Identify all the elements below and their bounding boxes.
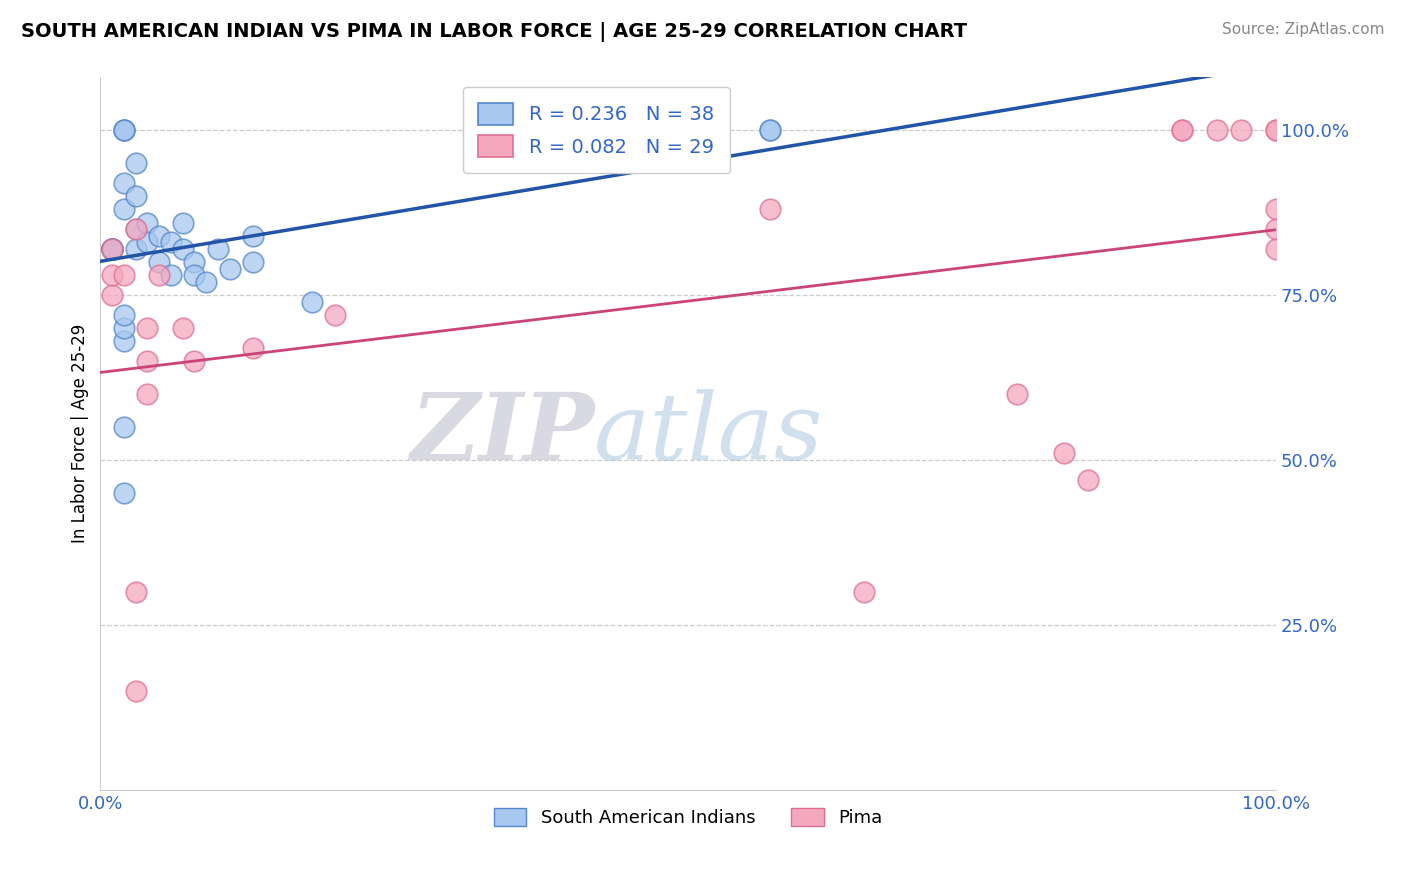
Point [101, 242, 124, 256]
Point [101, 242, 124, 256]
Point [195, 275, 218, 289]
Point [242, 341, 264, 355]
Point [218, 261, 240, 276]
Point [112, 321, 135, 335]
Point [136, 387, 159, 401]
Point [136, 216, 159, 230]
Point [124, 222, 146, 236]
Point [207, 242, 229, 256]
Point [1229, 123, 1251, 137]
Point [148, 268, 170, 283]
Point [101, 242, 124, 256]
Point [148, 255, 170, 269]
Point [172, 321, 194, 335]
Text: Source: ZipAtlas.com: Source: ZipAtlas.com [1222, 22, 1385, 37]
Point [124, 222, 146, 236]
Point [101, 288, 124, 302]
Point [1265, 222, 1288, 236]
Point [112, 420, 135, 434]
Point [124, 242, 146, 256]
Point [124, 156, 146, 170]
Text: SOUTH AMERICAN INDIAN VS PIMA IN LABOR FORCE | AGE 25-29 CORRELATION CHART: SOUTH AMERICAN INDIAN VS PIMA IN LABOR F… [21, 22, 967, 42]
Point [112, 123, 135, 137]
Point [1171, 123, 1194, 137]
Point [112, 123, 135, 137]
Point [136, 354, 159, 368]
Point [160, 268, 183, 283]
Point [1077, 473, 1099, 487]
Point [124, 189, 146, 203]
Point [183, 255, 205, 269]
Point [759, 123, 782, 137]
Point [1265, 123, 1288, 137]
Point [112, 268, 135, 283]
Point [101, 242, 124, 256]
Point [136, 321, 159, 335]
Point [1265, 242, 1288, 256]
Point [101, 242, 124, 256]
Point [183, 354, 205, 368]
Point [759, 123, 782, 137]
Text: atlas: atlas [595, 389, 824, 479]
Point [112, 123, 135, 137]
Point [1206, 123, 1229, 137]
Point [1053, 446, 1076, 460]
Point [112, 202, 135, 217]
Point [160, 235, 183, 250]
Point [148, 228, 170, 243]
Point [183, 268, 205, 283]
Point [1171, 123, 1194, 137]
Point [101, 242, 124, 256]
Point [325, 308, 347, 322]
Point [112, 334, 135, 349]
Point [1265, 202, 1288, 217]
Point [1007, 387, 1029, 401]
Point [112, 176, 135, 190]
Point [853, 585, 876, 599]
Point [759, 202, 782, 217]
Point [124, 684, 146, 698]
Legend: South American Indians, Pima: South American Indians, Pima [486, 800, 890, 834]
Point [242, 255, 264, 269]
Point [172, 216, 194, 230]
Point [242, 228, 264, 243]
Point [101, 268, 124, 283]
Point [112, 308, 135, 322]
Y-axis label: In Labor Force | Age 25-29: In Labor Force | Age 25-29 [72, 324, 89, 543]
Point [172, 242, 194, 256]
Text: ZIP: ZIP [411, 389, 595, 479]
Point [1265, 123, 1288, 137]
Point [301, 294, 323, 309]
Point [136, 235, 159, 250]
Point [101, 242, 124, 256]
Point [112, 486, 135, 500]
Point [124, 585, 146, 599]
